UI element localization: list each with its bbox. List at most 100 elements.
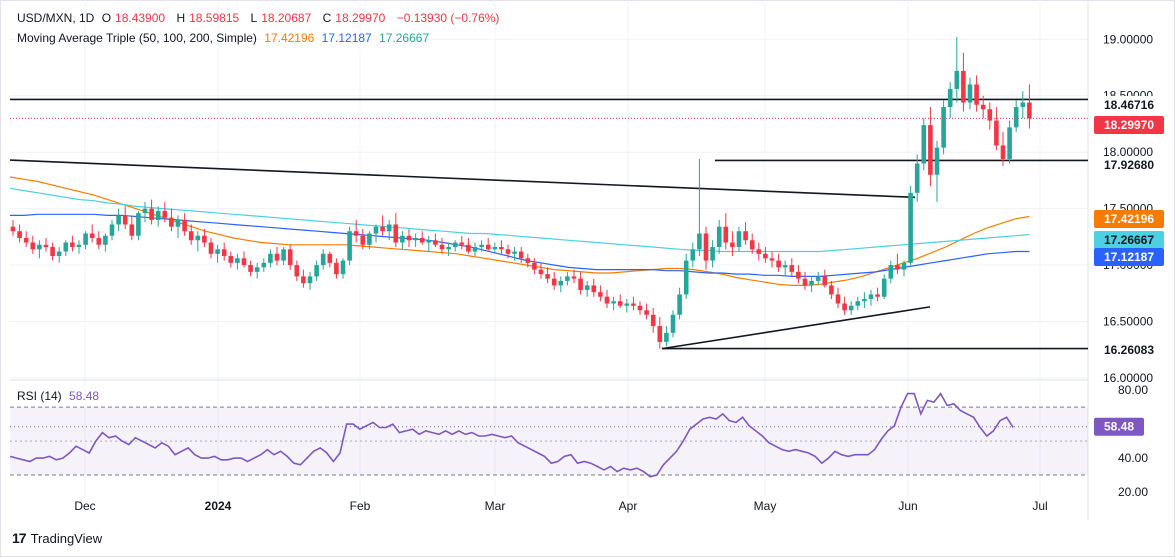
candle-body xyxy=(1020,102,1026,108)
tradingview-brand: TradingView xyxy=(30,530,103,546)
candle-body xyxy=(103,235,108,245)
candle-body xyxy=(1013,107,1019,128)
candle-body xyxy=(683,260,689,295)
candle-body xyxy=(235,258,240,263)
candle-body xyxy=(17,231,22,238)
candle-body xyxy=(353,231,359,236)
candle-body xyxy=(485,244,491,250)
price-tag-label: 17.12187 xyxy=(1104,250,1154,264)
candle-body xyxy=(855,301,861,306)
candle-body xyxy=(76,244,82,248)
candle-body xyxy=(994,120,999,146)
candle-body xyxy=(967,84,973,103)
price-tag-label: 17.92680 xyxy=(1104,158,1154,172)
candlestick-series[interactable] xyxy=(10,37,1032,349)
price-tick-label: 18.00000 xyxy=(1103,145,1153,159)
candle-body xyxy=(334,262,339,275)
candle-body xyxy=(730,242,735,248)
indicator-title[interactable]: Moving Average Triple (50, 100, 200, Sim… xyxy=(17,31,257,45)
candle-body xyxy=(208,242,214,254)
candle-body xyxy=(914,163,920,193)
candle-body xyxy=(472,247,478,252)
tradingview-logo[interactable]: 17 TradingView xyxy=(12,530,102,546)
candle-body xyxy=(505,249,511,254)
trendlines[interactable] xyxy=(9,159,931,350)
candle-body xyxy=(756,249,762,254)
time-axis[interactable]: Dec 2024 Feb Mar Apr May Jun Jul xyxy=(74,499,1047,513)
candle-body xyxy=(690,249,696,261)
ma100-value: 17.12187 xyxy=(321,31,372,45)
price-tag-label: 18.46716 xyxy=(1104,98,1154,112)
candle-body xyxy=(1000,145,1006,159)
candle-body xyxy=(809,280,814,286)
candle-body xyxy=(895,265,900,270)
candle-body xyxy=(155,210,161,220)
candle-body xyxy=(578,278,583,290)
ma-line-200 xyxy=(9,187,1030,253)
candle-body xyxy=(624,303,630,306)
candle-body xyxy=(987,109,993,121)
candle-body xyxy=(202,235,207,243)
candle-body xyxy=(829,285,834,295)
candle-body xyxy=(413,238,418,241)
candle-body xyxy=(301,276,306,284)
candle-body xyxy=(868,294,874,299)
horizontal-levels[interactable] xyxy=(10,98,1088,350)
candle-body xyxy=(129,224,135,236)
price-tag-label: 17.42196 xyxy=(1104,212,1154,226)
candle-body xyxy=(30,242,36,250)
candle-body xyxy=(525,258,531,263)
candle-body xyxy=(980,104,986,110)
candle-body xyxy=(545,274,550,279)
price-tag-label: 16.26083 xyxy=(1104,343,1154,357)
candle-body xyxy=(769,258,775,261)
candle-body xyxy=(439,244,445,250)
candle-body xyxy=(888,265,894,279)
candle-body xyxy=(426,240,432,243)
candle-body xyxy=(294,265,300,277)
time-tick-label: Jul xyxy=(1032,499,1047,513)
candle-body xyxy=(842,303,847,311)
candle-body xyxy=(367,233,372,245)
high-label: H xyxy=(176,11,186,25)
price-tag-box xyxy=(1094,231,1164,249)
candle-body xyxy=(10,226,16,232)
candle-body xyxy=(723,226,729,243)
indicator-legend: Moving Average Triple (50, 100, 200, Sim… xyxy=(17,31,433,45)
candle-body xyxy=(169,217,174,227)
candle-body xyxy=(314,265,319,277)
candle-body xyxy=(789,265,795,272)
symbol-legend: USD/MXN, 1D O 18.43900 H 18.59815 L 18.2068… xyxy=(17,11,503,25)
rsi-axis[interactable]: 80.00 40.00 20.00 xyxy=(1118,383,1148,499)
candle-body xyxy=(459,242,465,245)
rsi-title[interactable]: RSI (14) xyxy=(17,389,62,403)
candle-body xyxy=(697,233,702,250)
rsi-tick-label: 20.00 xyxy=(1118,485,1148,499)
candle-body xyxy=(934,147,940,175)
rsi-legend: RSI (14) 58.48 xyxy=(17,389,103,403)
price-tag-box xyxy=(1094,116,1164,134)
candle-body xyxy=(921,125,927,164)
candle-body xyxy=(70,242,75,248)
rsi-tag-label: 58.48 xyxy=(1104,420,1134,434)
candle-body xyxy=(782,265,788,268)
candle-body xyxy=(822,276,828,286)
ma200-value: 17.26667 xyxy=(379,31,430,45)
low-label: L xyxy=(250,11,258,25)
ma-line-100 xyxy=(10,213,1030,277)
symbol-title[interactable]: USD/MXN, 1D xyxy=(17,11,95,25)
candle-body xyxy=(954,70,960,89)
candle-body xyxy=(446,247,451,250)
rsi-value: 58.48 xyxy=(69,389,100,403)
candle-body xyxy=(492,247,498,250)
candle-body xyxy=(162,210,168,218)
candle-body xyxy=(637,305,643,311)
price-tag-label: 18.29970 xyxy=(1104,118,1154,132)
price-tag-box xyxy=(1094,341,1164,359)
tradingview-logo-icon: 17 xyxy=(12,530,27,546)
moving-average-lines xyxy=(9,176,1030,286)
candle-body xyxy=(175,219,181,227)
price-axis[interactable]: 19.0000018.5000018.0000017.5000017.00000… xyxy=(1103,32,1153,385)
candle-body xyxy=(221,249,227,257)
